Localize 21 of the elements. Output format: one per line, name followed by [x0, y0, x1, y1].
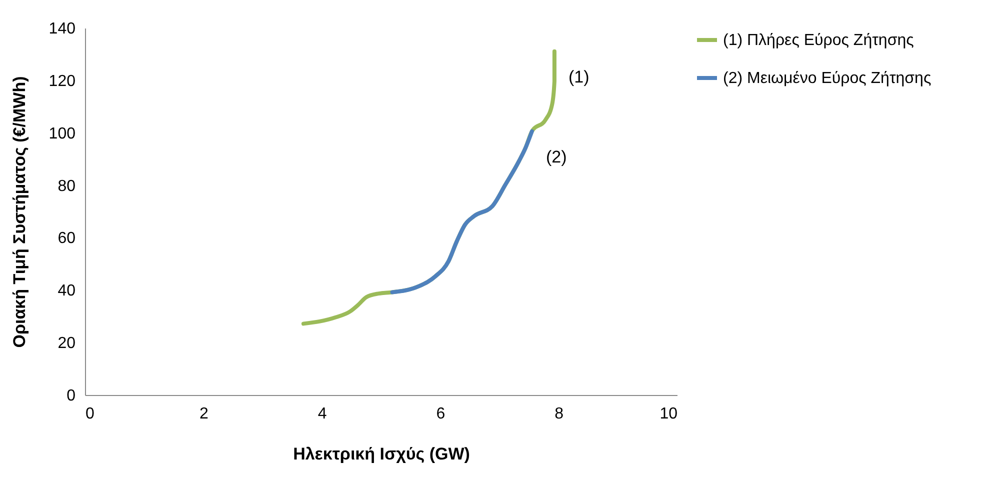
legend-label: (1) Πλήρες Εύρος Ζήτησης: [723, 32, 914, 49]
x-tick-label: 0: [86, 406, 94, 422]
y-tick-label: 0: [66, 388, 76, 404]
annotation: (2): [546, 147, 567, 166]
y-tick-label: 100: [48, 125, 76, 142]
x-axis-title: Ηλεκτρική Ισχύς (GW): [293, 444, 470, 464]
x-tick-label: 2: [199, 406, 208, 422]
y-tick-label: 140: [48, 20, 76, 38]
y-tick-label: 80: [58, 178, 76, 195]
x-tick-label: 4: [318, 406, 327, 422]
y-tick-label: 40: [58, 282, 76, 300]
x-tick-label: 10: [660, 406, 678, 422]
line-series: [390, 129, 534, 294]
annotation: (1): [568, 67, 590, 86]
x-tick-label: 6: [436, 406, 446, 422]
x-tick-label: 8: [554, 406, 564, 422]
legend-label: (2) Μειωμένο Εύρος Ζήτησης: [723, 70, 932, 87]
y-tick-label: 20: [58, 335, 76, 352]
y-tick-label: 60: [58, 230, 76, 248]
y-axis-title: Οριακή Τιμή Συστήματος (€/MWh): [10, 76, 29, 348]
y-tick-label: 120: [48, 72, 76, 90]
